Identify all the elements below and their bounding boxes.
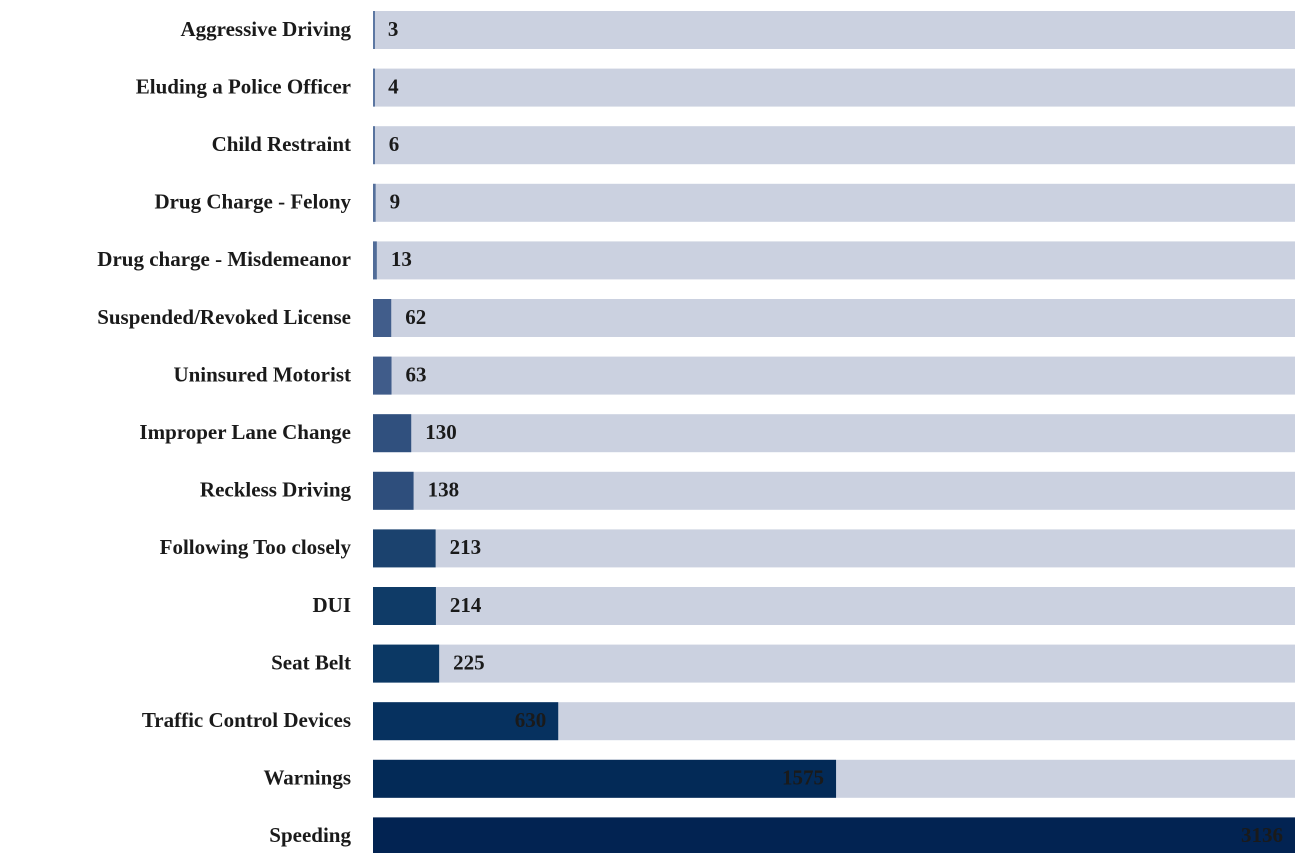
bar (373, 241, 377, 280)
category-label: Eluding a Police Officer (136, 74, 351, 98)
bar (373, 414, 412, 453)
value-label: 9 (390, 190, 401, 214)
category-label: Seat Belt (271, 650, 351, 674)
category-label: Warnings (263, 766, 351, 790)
value-label: 1575 (782, 766, 824, 790)
bar (373, 183, 376, 222)
bar (373, 471, 414, 510)
bar-track (373, 299, 1295, 337)
bar (373, 299, 392, 337)
bar (373, 702, 559, 741)
category-label: Drug Charge - Felony (154, 190, 351, 214)
bar (373, 644, 440, 683)
category-label: Child Restraint (212, 132, 351, 156)
bar-track (373, 241, 1295, 280)
bar (373, 68, 375, 107)
bar-track (373, 11, 1295, 49)
bar (373, 759, 837, 798)
value-label: 3 (388, 17, 399, 41)
bar-track (373, 183, 1295, 222)
category-label: Suspended/Revoked License (97, 305, 351, 329)
bar (373, 529, 436, 568)
value-label: 62 (405, 305, 426, 329)
value-label: 138 (428, 478, 460, 502)
bar (373, 356, 392, 395)
category-label: Speeding (269, 823, 351, 847)
bar-track (373, 68, 1295, 107)
bar-track (373, 644, 1295, 683)
category-label: Improper Lane Change (139, 420, 351, 444)
value-label: 4 (388, 74, 399, 98)
bar-track (373, 414, 1295, 453)
value-label: 213 (450, 535, 482, 559)
category-label: Reckless Driving (200, 478, 352, 502)
value-label: 13 (391, 247, 412, 271)
bar-track (373, 471, 1295, 510)
value-label: 6 (389, 132, 400, 156)
bar (373, 817, 1295, 853)
bar (373, 126, 375, 165)
category-label: Traffic Control Devices (142, 708, 351, 732)
category-label: Following Too closely (160, 535, 352, 559)
value-label: 214 (450, 593, 482, 617)
value-label: 130 (425, 420, 457, 444)
value-label: 3136 (1241, 823, 1283, 847)
value-label: 63 (406, 362, 427, 386)
value-label: 630 (515, 708, 547, 732)
bar (373, 11, 375, 49)
bar (373, 587, 436, 625)
bar-track (373, 356, 1295, 395)
category-label: DUI (312, 593, 351, 617)
category-label: Aggressive Driving (180, 17, 351, 41)
bar-track (373, 126, 1295, 165)
bar-track (373, 587, 1295, 625)
value-label: 225 (453, 650, 485, 674)
bar-track (373, 529, 1295, 568)
category-label: Drug charge - Misdemeanor (97, 247, 351, 271)
category-label: Uninsured Motorist (173, 362, 351, 386)
